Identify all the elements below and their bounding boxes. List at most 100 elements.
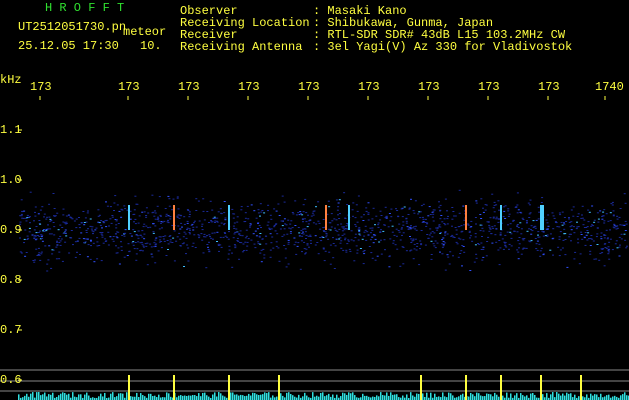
noise <box>586 226 589 228</box>
noise <box>232 225 235 227</box>
noise <box>71 218 74 220</box>
noise <box>350 230 353 232</box>
signal <box>322 392 324 400</box>
signal <box>60 393 62 400</box>
noise <box>583 227 586 228</box>
noise <box>101 234 104 236</box>
noise <box>504 234 507 236</box>
noise <box>415 229 418 231</box>
signal-peak <box>420 375 422 400</box>
signal <box>448 392 450 400</box>
noise <box>126 209 129 211</box>
noise <box>436 227 439 229</box>
noise <box>367 202 370 204</box>
noise <box>402 263 405 265</box>
signal <box>146 397 148 400</box>
signal <box>182 395 184 400</box>
signal <box>346 394 348 400</box>
noise <box>330 226 333 228</box>
noise <box>333 268 336 269</box>
noise <box>612 214 615 216</box>
noise <box>379 210 382 212</box>
noise <box>306 243 309 245</box>
noise <box>58 251 61 253</box>
signal <box>94 397 96 400</box>
noise <box>26 235 29 237</box>
noise <box>433 232 436 234</box>
noise <box>441 253 444 255</box>
noise <box>603 234 606 236</box>
noise <box>206 211 209 212</box>
noise <box>192 226 195 228</box>
noise <box>287 239 290 241</box>
signal <box>26 393 28 400</box>
noise <box>202 252 205 254</box>
signal <box>390 392 392 400</box>
signal <box>472 394 474 400</box>
noise <box>89 239 92 241</box>
noise <box>157 218 160 220</box>
noise <box>183 216 186 218</box>
noise <box>337 202 340 204</box>
noise <box>152 231 155 233</box>
noise <box>186 244 189 246</box>
noise <box>498 209 500 211</box>
noise <box>442 245 445 247</box>
signal <box>300 397 302 400</box>
noise <box>181 226 183 228</box>
noise <box>301 218 304 220</box>
signal <box>208 396 210 400</box>
noise <box>179 214 182 216</box>
noise <box>452 236 455 238</box>
noise <box>166 221 169 223</box>
noise <box>502 248 505 250</box>
signal <box>364 395 366 400</box>
noise <box>134 218 137 220</box>
noise <box>208 241 210 243</box>
noise <box>473 261 476 263</box>
signal <box>584 397 586 400</box>
noise <box>234 247 237 249</box>
signal <box>144 396 146 400</box>
signal <box>440 397 442 400</box>
noise <box>438 201 440 203</box>
noise <box>309 234 312 236</box>
noise <box>363 214 365 216</box>
noise <box>535 243 538 245</box>
signal <box>456 397 458 400</box>
noise <box>201 239 204 241</box>
signal <box>218 392 220 400</box>
signal <box>310 397 312 400</box>
noise <box>358 233 361 235</box>
noise <box>356 249 359 251</box>
noise <box>469 235 472 237</box>
noise <box>33 220 35 222</box>
noise <box>98 214 101 216</box>
noise <box>115 236 118 238</box>
noise <box>158 236 161 238</box>
noise <box>401 207 404 209</box>
noise <box>485 204 488 206</box>
freq-label: 173 <box>538 80 560 94</box>
noise <box>520 228 523 230</box>
noise <box>290 220 293 222</box>
noise <box>421 222 424 223</box>
noise <box>526 230 529 232</box>
signal <box>254 393 256 400</box>
noise <box>436 242 439 244</box>
signal <box>600 393 602 400</box>
noise <box>444 242 447 244</box>
noise <box>250 204 253 206</box>
noise <box>135 203 138 205</box>
app-title: H R O F F T <box>45 1 124 15</box>
noise <box>378 241 381 243</box>
noise <box>142 245 145 247</box>
noise <box>262 248 265 250</box>
noise <box>477 243 479 244</box>
noise <box>244 212 247 214</box>
signal <box>536 397 538 400</box>
noise <box>238 233 241 235</box>
noise <box>405 220 408 222</box>
signal <box>304 392 306 400</box>
signal <box>602 397 604 400</box>
